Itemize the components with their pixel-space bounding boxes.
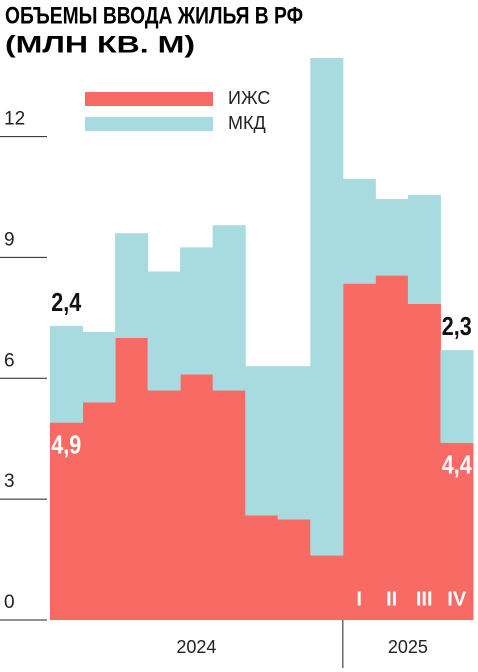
bar-segment [180,247,214,375]
bar-segment [375,275,409,620]
bar-segment [310,555,344,620]
bar-segment [277,519,311,620]
bar-segment [115,338,149,620]
chart-title: ОБЪЕМЫ ВВОДА ЖИЛЬЯ В РФ [5,2,303,29]
bar-segment [342,283,376,620]
bar-segment [82,331,116,403]
y-tick-label: 6 [4,350,15,371]
bar-segment [440,442,474,620]
bar-segment [115,233,149,338]
x-tick-label: IV [447,588,467,610]
chart-subtitle: (МЛН КВ. М) [5,31,195,58]
bar-segment [407,303,441,620]
bar-segment [82,402,116,620]
bar-segment [147,390,181,620]
group-label: 2024 [176,637,216,657]
bar-segment [180,374,214,620]
bar-segment [50,325,84,423]
bar-segment [375,199,409,276]
bar-segment [245,366,279,516]
bar-segment [50,422,84,620]
y-tick-label: 0 [4,592,15,613]
legend-swatch [85,117,213,131]
bar-segment [245,515,279,620]
bar-segment [310,58,344,556]
bar-segment [407,194,441,304]
legend-swatch [85,92,213,106]
legend-label: МКД [228,113,266,133]
bar-segment [440,350,474,443]
y-tick-label: 3 [4,471,15,492]
bar-segment [212,390,246,620]
value-label: 4,4 [442,450,472,480]
bar-segment [147,271,181,391]
y-tick-label: 9 [4,229,15,250]
bar-segment [212,225,246,391]
group-label: 2025 [388,637,428,657]
legend-label: ИЖС [228,88,270,108]
bar-segment [342,178,376,284]
x-tick-label: II [386,588,397,610]
y-tick-label: 12 [4,109,25,130]
x-tick-label: III [416,588,433,610]
value-label: 2,4 [51,287,81,317]
x-tick-label: I [356,588,362,610]
value-label: 2,3 [442,311,472,341]
value-label: 4,9 [51,429,81,459]
bar-segment [277,366,311,520]
